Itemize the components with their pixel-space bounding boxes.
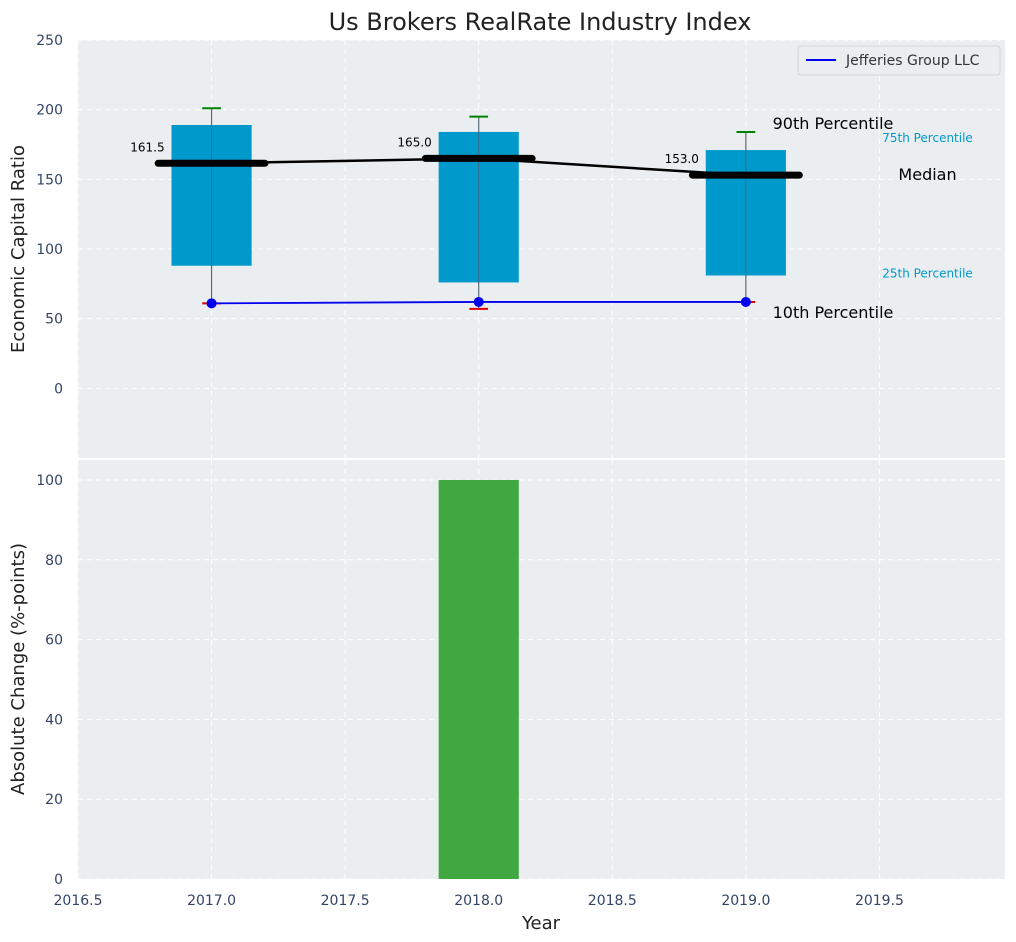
x-tick-label: 2016.5 — [54, 893, 103, 909]
top-y-tick-label: 250 — [36, 33, 63, 49]
top-y-tick-label: 100 — [36, 242, 63, 258]
bottom-marks — [438, 479, 519, 879]
bottom-y-tick-label: 40 — [45, 712, 63, 728]
x-tick-label: 2018.0 — [454, 893, 503, 909]
top-y-ticks: 0 50 100 150 200 250 — [36, 33, 63, 397]
annotation-median: Median — [898, 165, 956, 184]
annotation-p10: 10th Percentile — [773, 303, 894, 322]
top-y-tick-label: 150 — [36, 172, 63, 188]
annotation-p75: 75th Percentile — [882, 131, 973, 145]
bottom-y-tick-label: 0 — [54, 872, 63, 888]
x-ticks: 2016.5 2017.0 2017.5 2018.0 2018.5 2019.0 2019… — [54, 893, 904, 909]
median-value-label: 153.0 — [665, 152, 699, 166]
x-tick-label: 2018.5 — [588, 893, 637, 909]
x-tick-label: 2019.5 — [855, 893, 904, 909]
top-y-tick-label: 0 — [54, 381, 63, 397]
x-axis-label: Year — [521, 913, 561, 934]
bottom-plot-area — [78, 460, 1005, 879]
bottom-y-tick-label: 20 — [45, 792, 63, 808]
bottom-grid — [77, 460, 1005, 880]
median-value-label: 165.0 — [397, 135, 431, 149]
x-tick-label: 2017.5 — [321, 893, 370, 909]
bottom-panel: 0 20 40 60 80 100 Absolute Change (%-points) — [8, 460, 1005, 888]
legend-entry-label: Jefferies Group LLC — [845, 53, 980, 69]
bottom-y-tick-label: 60 — [45, 633, 63, 649]
legend-box — [797, 45, 1001, 76]
annotation-p90: 90th Percentile — [773, 114, 894, 133]
bottom-y-ticks: 0 20 40 60 80 100 — [36, 473, 63, 888]
annotation-p25: 25th Percentile — [882, 266, 973, 280]
legend: Jefferies Group LLC — [797, 45, 1001, 76]
chart-title: Us Brokers RealRate Industry Index — [329, 8, 752, 36]
bottom-y-tick-label: 80 — [45, 553, 63, 569]
company-series-point — [473, 296, 484, 307]
bottom-y-axis-label: Absolute Change (%-points) — [8, 543, 29, 795]
company-series-point — [740, 296, 751, 307]
median-value-label: 161.5 — [130, 140, 164, 154]
x-tick-label: 2017.0 — [187, 893, 236, 909]
bottom-y-tick-label: 100 — [36, 473, 63, 489]
top-y-axis-label: Economic Capital Ratio — [8, 145, 29, 353]
x-tick-label: 2019.0 — [721, 893, 770, 909]
change-bar — [438, 479, 519, 879]
top-y-tick-label: 200 — [36, 103, 63, 119]
top-y-tick-label: 50 — [45, 312, 63, 328]
company-series-point — [206, 298, 217, 309]
